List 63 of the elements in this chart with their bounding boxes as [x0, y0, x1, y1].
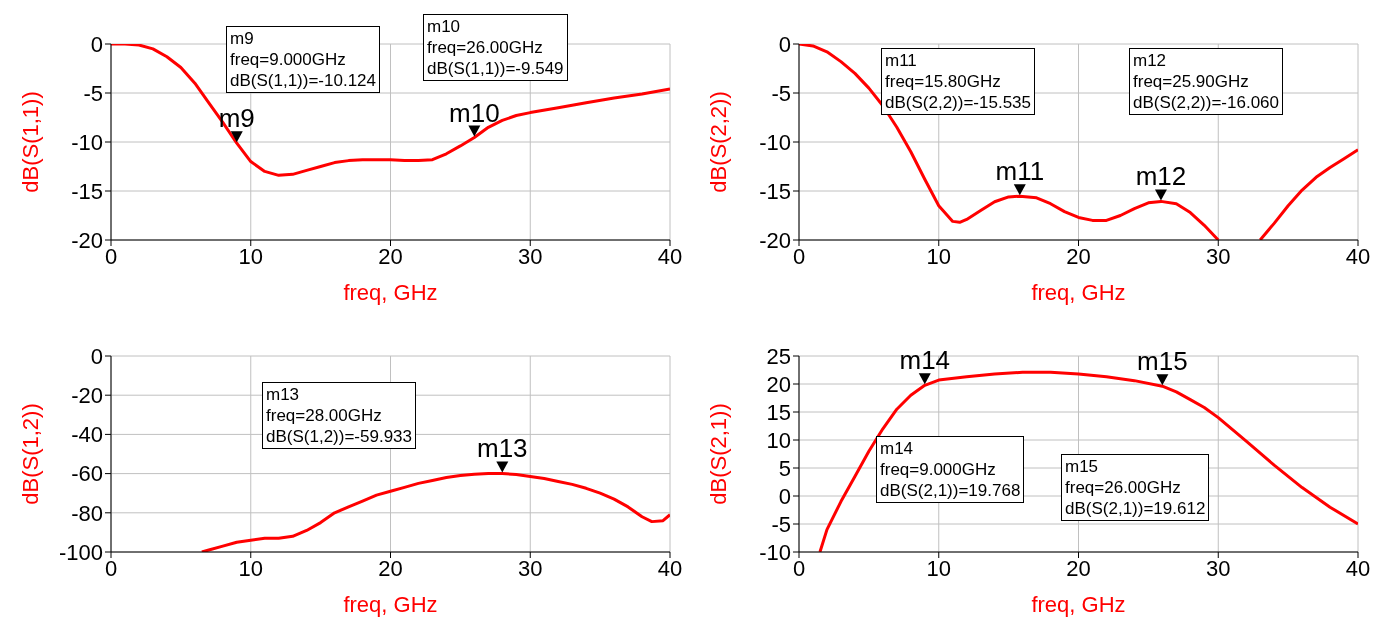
x-tick-label: 30	[1206, 243, 1231, 269]
y-tick-label: -10	[71, 129, 103, 155]
annotation: m12	[1135, 161, 1187, 192]
annotation: m9	[218, 103, 255, 134]
x-axis-title: freq, GHz	[1031, 592, 1126, 617]
x-tick-label: 20	[378, 243, 403, 269]
y-tick-label: 20	[766, 371, 791, 397]
y-tick-label: -20	[759, 227, 791, 253]
x-tick-label: 20	[1066, 555, 1091, 581]
y-axis-title: dB(S(1,1))	[17, 91, 43, 193]
y-tick-label: -5	[83, 80, 103, 106]
x-tick-label: 40	[1345, 243, 1371, 269]
x-tick-label: 10	[238, 555, 263, 581]
x-tick-label: 30	[518, 555, 543, 581]
y-tick-label: 0	[90, 343, 103, 369]
x-axis-title: freq, GHz	[343, 280, 438, 305]
annotation: m15	[1137, 346, 1188, 377]
x-tick-label: 40	[657, 555, 683, 581]
line-series	[818, 370, 1358, 552]
y-tick-label: 5	[778, 455, 791, 481]
annotation: m10 freq=26.00GHz dB(S(1,1))=-9.549	[423, 14, 568, 81]
y-tick-label: -10	[759, 539, 791, 565]
x-tick-label: 10	[238, 243, 263, 269]
x-axis-title: freq, GHz	[1031, 280, 1126, 305]
annotation: m10	[449, 97, 500, 128]
y-tick-label: -5	[771, 80, 791, 106]
y-tick-label: -10	[759, 129, 791, 155]
y-axis-title: dB(S(1,2))	[17, 403, 43, 505]
annotation: m13 freq=28.00GHz dB(S(1,2))=-59.933	[262, 382, 416, 449]
y-tick-label: 10	[766, 427, 791, 453]
y-tick-label: -40	[71, 422, 103, 448]
x-tick-label: 20	[1066, 243, 1091, 269]
annotation: m11 freq=15.80GHz dB(S(2,2))=-15.535	[881, 48, 1035, 115]
y-tick-label: -15	[71, 178, 103, 204]
y-tick-label: -5	[771, 511, 791, 537]
x-axis-title: freq, GHz	[343, 592, 438, 617]
x-tick-label: 20	[378, 555, 403, 581]
annotation: m14	[899, 345, 951, 376]
x-tick-label: 10	[926, 243, 951, 269]
annotation: m9 freq=9.000GHz dB(S(1,1))=-10.124	[226, 26, 380, 93]
annotation: m14 freq=9.000GHz dB(S(2,1))=19.768	[876, 436, 1025, 503]
x-tick-label: 30	[518, 243, 543, 269]
y-tick-label: -15	[759, 178, 791, 204]
y-tick-label: -80	[71, 500, 103, 526]
x-tick-label: 40	[657, 243, 683, 269]
y-axis-title: dB(S(2,2))	[705, 91, 731, 193]
annotation: m12 freq=25.90GHz dB(S(2,2))=-16.060	[1129, 48, 1283, 115]
annotation: m11	[995, 156, 1045, 187]
x-tick-label: 30	[1206, 555, 1231, 581]
y-tick-label: 0	[778, 31, 791, 57]
annotation: m15 freq=26.00GHz dB(S(2,1))=19.612	[1061, 454, 1210, 521]
y-tick-label: 0	[778, 483, 791, 509]
y-tick-label: -20	[71, 227, 103, 253]
y-tick-label: 15	[766, 399, 791, 425]
y-tick-label: -20	[71, 383, 103, 409]
x-tick-label: 10	[926, 555, 951, 581]
y-tick-label: 25	[766, 343, 791, 369]
y-tick-label: -60	[71, 461, 103, 487]
x-tick-label: 40	[1345, 555, 1371, 581]
y-axis-title: dB(S(2,1))	[705, 403, 731, 505]
y-tick-label: -100	[58, 539, 103, 565]
annotation: m13	[477, 433, 528, 464]
y-tick-label: 0	[90, 31, 103, 57]
